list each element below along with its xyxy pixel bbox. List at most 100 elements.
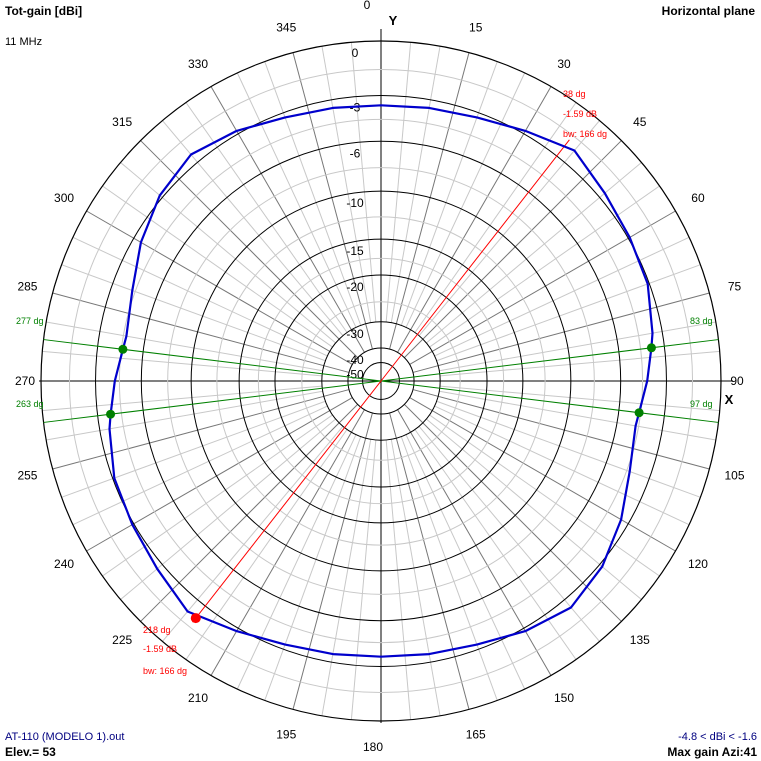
radial-tick-label: -15 (346, 244, 364, 258)
minor-grid-circle (301, 301, 461, 461)
max-gain-label: Max gain Azi:41 (667, 745, 757, 759)
radial-tick-label: 0 (352, 46, 359, 60)
azimuth-tick-label: 330 (188, 57, 208, 71)
grid-circle (347, 347, 415, 415)
azimuth-tick-label: 255 (17, 469, 37, 483)
max-level-label: -1.59 dB (563, 109, 597, 119)
azimuth-tick-label: 240 (54, 557, 74, 571)
major-spoke (389, 412, 470, 710)
grid-circle (95, 95, 667, 667)
major-spoke (409, 210, 676, 365)
beamwidth-line (43, 339, 382, 382)
minor-grid-circle (118, 118, 644, 644)
minor-grid-circle (167, 167, 595, 595)
major-spoke (412, 292, 710, 373)
grid-circle (40, 40, 722, 722)
major-spoke (292, 412, 373, 710)
azimuth-tick-label: 105 (725, 469, 745, 483)
back-level-label: -1.59 dB (143, 644, 177, 654)
beamwidth-line (380, 380, 719, 423)
azimuth-tick-label: 225 (112, 633, 132, 647)
max-bw-label: bw: 166 dg (563, 129, 607, 139)
azimuth-tick-label: 300 (54, 191, 74, 205)
major-spoke (140, 404, 358, 622)
radiation-pattern-line (108, 104, 654, 658)
minor-spoke (72, 236, 328, 357)
filename-label: AT-110 (MODELO 1).out (5, 731, 125, 743)
grid-circle (190, 190, 572, 572)
green-angle-label: 83 dg (690, 316, 713, 326)
major-spoke (52, 389, 350, 470)
azimuth-tick-label: 120 (688, 557, 708, 571)
major-spoke (404, 140, 622, 358)
max-gain-point (190, 613, 201, 624)
max-angle-label: 38 dg (563, 89, 586, 99)
major-spoke (404, 404, 622, 622)
major-spoke (86, 397, 353, 552)
grid-circle (140, 140, 622, 622)
azimuth-tick-label: 150 (554, 691, 574, 705)
azimuth-tick-label: 0 (364, 0, 371, 12)
minor-spoke (434, 236, 690, 357)
azimuth-tick-label: 135 (630, 633, 650, 647)
azimuth-tick-label: 30 (557, 57, 571, 71)
azimuth-tick-label: 90 (730, 374, 744, 388)
major-spoke (140, 140, 358, 358)
radial-tick-label: -10 (346, 196, 364, 210)
radial-tick-label: -20 (346, 280, 364, 294)
minor-grid-circle (68, 68, 694, 694)
azimuth-tick-label: 15 (469, 20, 483, 34)
minor-grid-circle (257, 257, 505, 505)
grid-circle (238, 238, 524, 524)
major-spoke (52, 292, 350, 373)
elevation-label: Elev.= 53 (5, 745, 56, 759)
max-gain-line (192, 139, 570, 623)
back-angle-label: 218 dg (143, 625, 171, 635)
grid-circle (362, 362, 400, 400)
frequency-label: 11 MHz (5, 36, 43, 48)
minor-spoke (72, 405, 328, 526)
green-angle-label: 97 dg (690, 399, 713, 409)
azimuth-tick-label: 285 (17, 279, 37, 293)
major-spoke (412, 389, 710, 470)
azimuth-tick-label: 210 (188, 691, 208, 705)
azimuth-tick-label: 180 (363, 740, 383, 754)
green-angle-label: 263 dg (16, 399, 44, 409)
minor-spoke (236, 434, 357, 690)
beamwidth-line (43, 380, 382, 423)
radial-tick-label: -6 (350, 146, 361, 160)
azimuth-tick-label: 45 (633, 115, 647, 129)
major-spoke (409, 397, 676, 552)
green-angle-label: 277 dg (16, 316, 44, 326)
grid-circle (321, 321, 441, 441)
half-power-point (634, 408, 644, 418)
radial-tick-label: -50 (346, 368, 364, 382)
y-axis-letter: Y (389, 13, 398, 28)
azimuth-tick-label: 165 (466, 728, 486, 742)
half-power-point (118, 344, 128, 354)
azimuth-tick-label: 345 (276, 20, 296, 34)
beamwidth-line (380, 339, 719, 382)
half-power-point (646, 343, 656, 353)
major-spoke (292, 52, 373, 350)
gain-range-label: -4.8 < dBi < -1.6 (678, 731, 757, 743)
grid-circle (274, 274, 488, 488)
minor-grid-circle (216, 216, 546, 546)
half-power-point (106, 409, 116, 419)
minor-spoke (434, 405, 690, 526)
x-axis-letter: X (725, 392, 734, 407)
chart-title: Tot-gain [dBi] (5, 4, 83, 18)
major-spoke (389, 52, 470, 350)
major-spoke (86, 210, 353, 365)
radial-tick-label: -40 (346, 353, 364, 367)
azimuth-tick-label: 315 (112, 115, 132, 129)
azimuth-tick-label: 60 (691, 191, 705, 205)
back-bw-label: bw: 166 dg (143, 666, 187, 676)
radial-tick-label: -30 (346, 327, 364, 341)
azimuth-tick-label: 75 (728, 279, 742, 293)
minor-spoke (405, 72, 526, 328)
minor-spoke (405, 434, 526, 690)
minor-spoke (236, 72, 357, 328)
